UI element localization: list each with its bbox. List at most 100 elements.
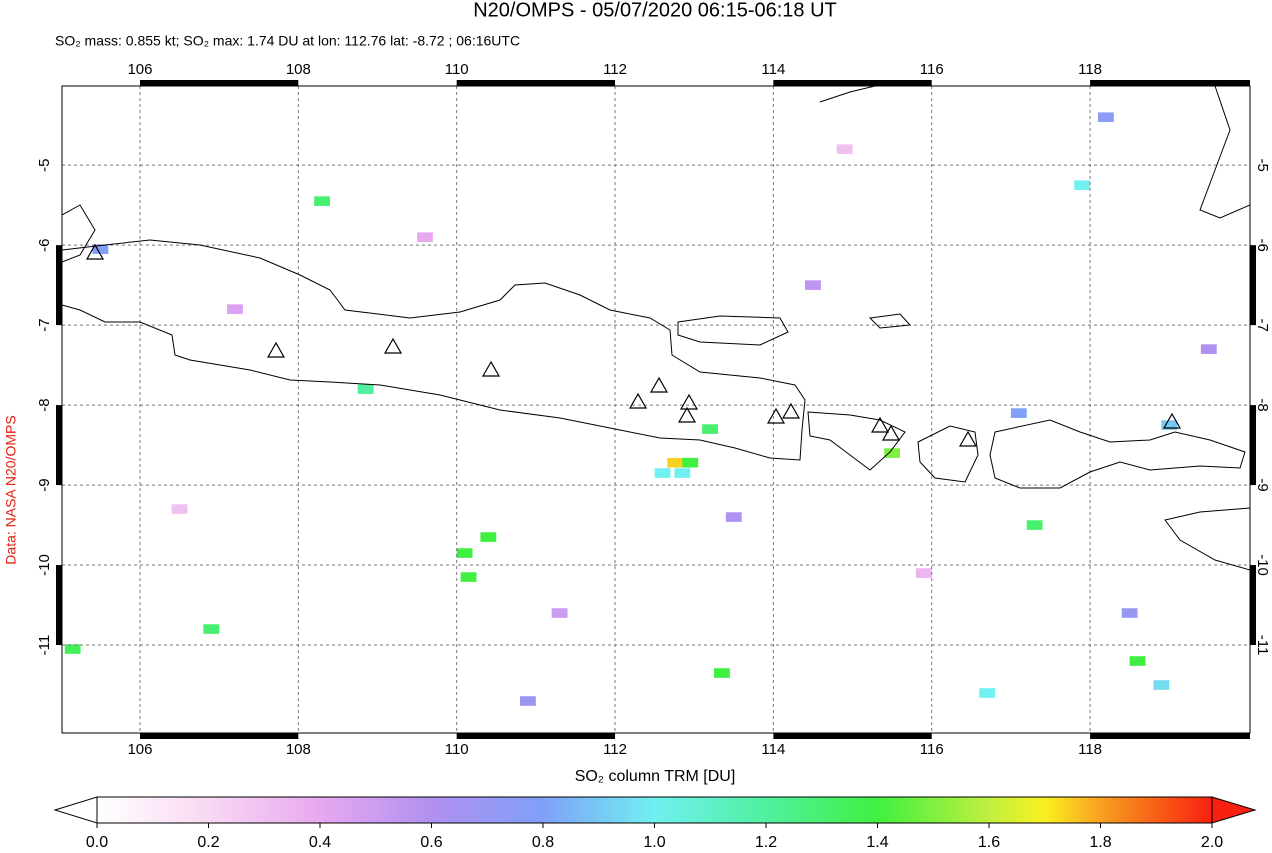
colorbar-tick-label: 2.0	[1201, 834, 1223, 851]
so2-pixel	[1121, 608, 1138, 618]
lon-tick-label-top: 106	[127, 61, 152, 78]
colorbar-label: SO₂ column TRM [DU]	[575, 768, 736, 785]
coast-kangean	[868, 313, 912, 329]
so2-pixel	[227, 304, 243, 314]
frame-segment	[773, 80, 932, 86]
so2-pixel	[417, 232, 433, 242]
lat-tick-label-left: -9	[36, 478, 53, 491]
frame-segment	[1250, 405, 1256, 486]
so2-pixel	[1200, 344, 1217, 354]
colorbar-tick-label: 1.2	[755, 834, 777, 851]
so2-pixel	[1074, 180, 1091, 190]
so2-pixel	[203, 624, 220, 634]
so2-pixel	[1129, 656, 1146, 666]
frame-segment	[1090, 80, 1250, 86]
frame-segment	[139, 733, 299, 739]
coast-madura	[677, 315, 789, 346]
so2-pixel	[713, 668, 730, 678]
so2-pixel	[520, 696, 536, 706]
frame-segment	[56, 565, 62, 646]
subtitle: SO₂ mass: 0.855 kt; SO₂ max: 1.74 DU at …	[55, 33, 520, 49]
colorbar-tick-label: 0.0	[86, 834, 108, 851]
colorbar-tick-label: 1.4	[866, 834, 888, 851]
so2-pixel	[884, 448, 901, 458]
so2-pixel	[682, 457, 699, 468]
so2-pixel	[1026, 520, 1043, 530]
colorbar-tick-label: 0.8	[532, 834, 554, 851]
coast-sumbawa	[989, 419, 1246, 489]
coast-sumba	[1164, 507, 1250, 571]
lat-tick-label-right: -9	[1254, 478, 1271, 491]
coast-sulawesi	[1199, 86, 1250, 219]
so2-pixel	[915, 568, 932, 578]
pixel-layer	[64, 112, 1217, 706]
frame-segment	[456, 733, 616, 739]
lon-tick-label-top: 114	[761, 61, 785, 78]
so2-pixel	[1010, 408, 1027, 418]
colorbar-tick-label: 1.6	[978, 834, 1000, 851]
so2-pixel	[702, 424, 718, 434]
credit: Data: NASA N20/OMPS	[3, 415, 19, 564]
lat-tick-label-left: -10	[36, 554, 53, 576]
map-frame	[56, 80, 1256, 739]
lon-tick-label-bottom: 114	[761, 741, 785, 758]
colorbar-over	[1211, 796, 1257, 824]
coast-borneo	[819, 86, 876, 103]
so2-pixel	[357, 384, 374, 394]
so2-pixel	[654, 468, 671, 478]
so2-pixel	[667, 457, 684, 468]
colorbar-ticks: 0.0 0.2 0.4 0.6 0.8 1.0 1.2 1.4 1.6 1.8 2.0	[86, 823, 1223, 851]
colorbar-under	[53, 796, 98, 824]
lon-tick-label-top: 118	[1078, 61, 1102, 78]
frame-segment	[56, 405, 62, 486]
colorbar-tick-label: 0.6	[420, 834, 442, 851]
map-border	[61, 85, 1251, 734]
lon-tick-label-bottom: 106	[127, 741, 152, 758]
lon-tick-label-bottom: 108	[286, 741, 311, 758]
title: N20/OMPS - 05/07/2020 06:15-06:18 UT	[473, 0, 837, 21]
so2-pixel	[1097, 112, 1114, 122]
coast-java	[62, 239, 806, 461]
frame-segment	[773, 733, 932, 739]
lat-tick-label-left: -8	[36, 398, 53, 411]
lat-tick-label-right: -5	[1254, 159, 1271, 172]
lat-tick-label-right: -8	[1254, 398, 1271, 411]
volcano	[85, 243, 1182, 447]
grid	[62, 86, 1250, 733]
so2-pixel	[1153, 680, 1170, 690]
so2-pixel	[460, 572, 477, 582]
lon-tick-label-bottom: 110	[445, 741, 469, 758]
lon-tick-label-top: 112	[603, 61, 627, 78]
colorbar	[96, 796, 1213, 824]
so2-pixel	[64, 644, 81, 654]
lon-tick-label-top: 110	[445, 61, 469, 78]
frame-segment	[1250, 565, 1256, 646]
lon-tick-label-top: 108	[286, 61, 311, 78]
map-area	[62, 86, 1250, 733]
so2-pixel	[1161, 420, 1178, 430]
colorbar-tick-label: 0.2	[197, 834, 219, 851]
lat-tick-label-right: -11	[1254, 635, 1271, 656]
lon-tick-label-bottom: 118	[1078, 741, 1102, 758]
lon-tick-label-top: 116	[920, 61, 944, 78]
so2-pixel	[92, 244, 109, 254]
lat-tick-label-left: -6	[36, 238, 53, 251]
so2-pixel	[836, 144, 853, 154]
so2-pixel	[171, 504, 188, 514]
frame-segment	[1250, 245, 1256, 326]
colorbar-tick-label: 0.4	[309, 834, 331, 851]
coast-lombok	[917, 425, 979, 483]
lat-tick-label-left: -5	[36, 159, 53, 172]
frame-segment	[56, 245, 62, 326]
frame-segment	[139, 80, 299, 86]
lat-tick-label-right: -7	[1254, 318, 1271, 331]
frame-segment	[1090, 733, 1250, 739]
lat-tick-label-left: -7	[36, 318, 53, 331]
coast-bali	[807, 411, 906, 471]
lon-tick-label-bottom: 112	[603, 741, 627, 758]
so2-pixel	[314, 196, 331, 206]
colorbar-tick-label: 1.8	[1089, 834, 1111, 851]
coastlines	[62, 86, 1250, 571]
lat-tick-label-left: -11	[36, 635, 53, 656]
